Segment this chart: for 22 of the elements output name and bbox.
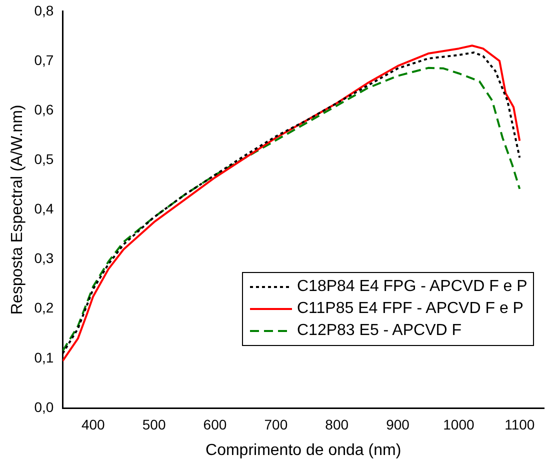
x-tick-label: 500 (142, 416, 166, 432)
y-tick-label: 0,2 (34, 300, 54, 316)
y-tick-label: 0,6 (34, 101, 54, 118)
legend-label: C18P84 E4 FPG - APCVD F e P (297, 277, 528, 297)
x-tick-label: 1000 (443, 416, 474, 432)
x-tick-label: 900 (386, 416, 410, 432)
y-tick-label: 0,7 (34, 52, 54, 68)
y-axis-title: Resposta Espectral (A/W.nm) (9, 104, 26, 315)
y-tick-label: 0,5 (34, 150, 54, 167)
x-tick-label: 600 (203, 416, 227, 432)
legend-label: C11P85 E4 FPF - APCVD F e P (297, 299, 524, 319)
x-tick-label: 1100 (504, 416, 535, 432)
x-tick-label: 700 (264, 416, 288, 432)
legend-label: C12P83 E5 - APCVD F (297, 321, 462, 341)
x-tick-label: 800 (325, 416, 349, 432)
y-tick-label: 0,0 (34, 398, 54, 415)
y-tick-label: 0,8 (34, 2, 54, 18)
y-tick-label: 0,3 (34, 250, 54, 266)
y-tick-label: 0,4 (34, 200, 54, 217)
x-axis-title: Comprimento de onda (nm) (206, 442, 402, 459)
y-tick-label: 0,1 (34, 349, 54, 366)
x-tick-label: 400 (81, 416, 106, 432)
